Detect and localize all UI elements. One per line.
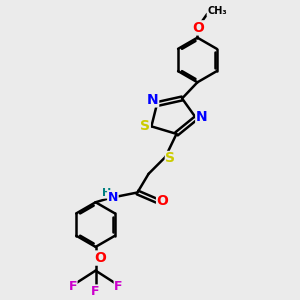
Text: F: F — [114, 280, 123, 293]
Text: N: N — [147, 93, 159, 107]
Text: S: S — [140, 119, 150, 134]
Text: O: O — [192, 21, 204, 35]
Text: S: S — [165, 152, 176, 166]
Text: F: F — [68, 280, 77, 293]
Text: O: O — [94, 251, 106, 265]
Text: O: O — [157, 194, 169, 208]
Text: N: N — [108, 191, 118, 204]
Text: N: N — [196, 110, 207, 124]
Text: H: H — [102, 188, 111, 198]
Text: F: F — [92, 285, 100, 298]
Text: CH₃: CH₃ — [207, 6, 227, 16]
